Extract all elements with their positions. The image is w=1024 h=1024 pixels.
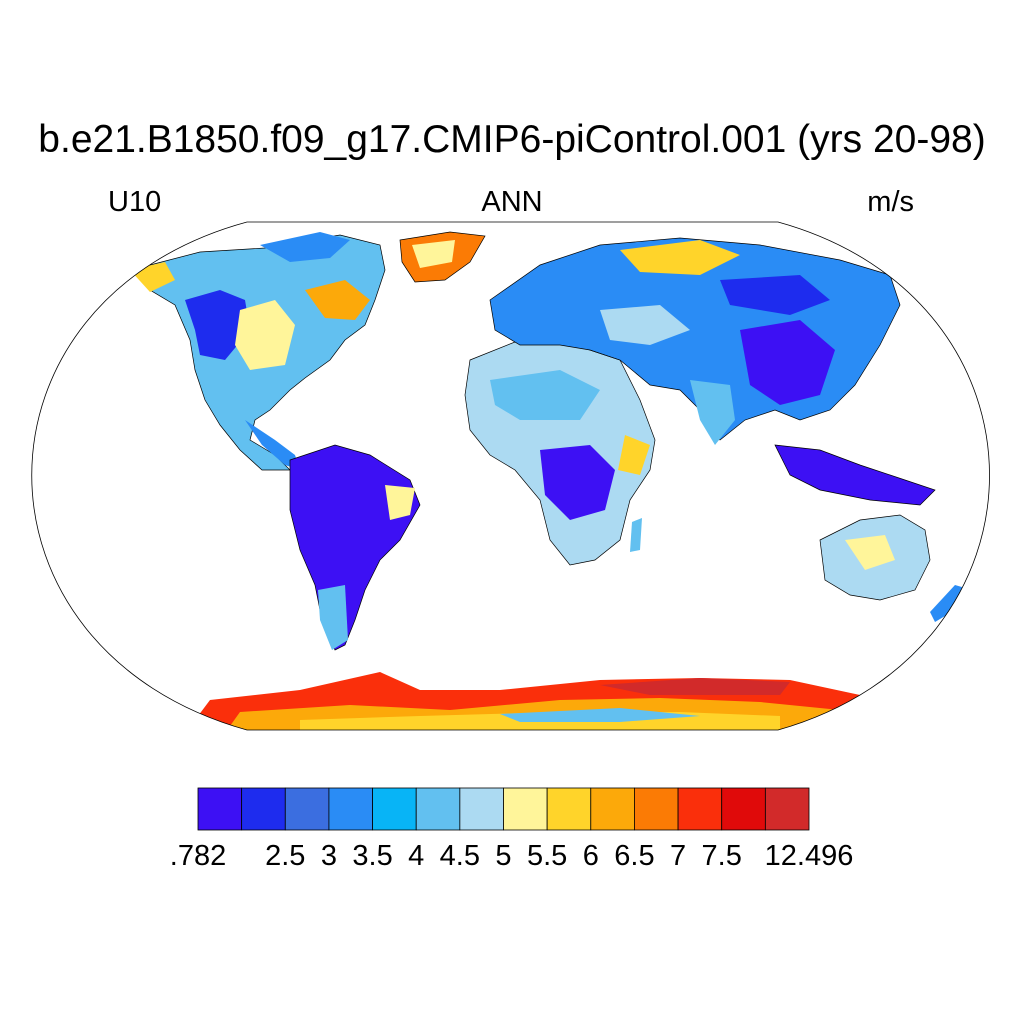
africa-central <box>540 445 615 520</box>
australia-interior <box>845 535 895 570</box>
colorbar-swatch <box>546 787 592 831</box>
patagonia <box>318 585 348 650</box>
madagascar <box>630 518 642 552</box>
greenland-interior <box>412 240 455 268</box>
colorbar-swatch <box>677 787 723 831</box>
colorbar-swatch <box>590 787 635 831</box>
colorbar-tick-label: 3 <box>320 840 337 872</box>
siberia-north <box>620 240 740 275</box>
colorbar-tick-label: 12.496 <box>764 840 854 872</box>
sahara-speckle <box>490 370 600 420</box>
plot-title: b.e21.B1850.f09_g17.CMIP6-piControl.001 … <box>38 118 986 161</box>
canada-north <box>260 232 350 262</box>
colorbar-tick-label: 6.5 <box>614 840 655 872</box>
colorbar-swatch <box>459 787 504 831</box>
east-asia <box>740 320 835 405</box>
india <box>690 380 735 445</box>
colorbar-tick-label: 5 <box>495 840 512 872</box>
colorbar-swatch <box>284 787 330 831</box>
colorbar-swatch <box>372 787 417 831</box>
south-america-east <box>385 485 415 520</box>
antarctica-ice-band <box>500 708 700 722</box>
colorbar-tick-label: .782 <box>169 840 227 872</box>
colorbar-swatch <box>328 787 373 831</box>
colorbar-tick-label: 3.5 <box>352 840 393 872</box>
colorbar-tick-label: 5.5 <box>526 840 568 872</box>
season-label: ANN <box>481 186 543 218</box>
colorbar-swatch <box>634 787 679 831</box>
hudson-region <box>305 280 370 320</box>
siberia-core <box>720 275 830 315</box>
central-asia <box>600 305 690 345</box>
north-america-interior <box>185 290 250 360</box>
colorbar-tick-label: 6 <box>582 840 599 872</box>
colorbar-swatch <box>764 787 810 831</box>
colorbar-tick-label: 4.5 <box>439 840 481 872</box>
horn-of-africa <box>618 435 650 475</box>
colorbar-tick-label: 2.5 <box>265 840 306 872</box>
maritime-continent <box>774 444 936 506</box>
units-label: m/s <box>867 186 914 218</box>
variable-label: U10 <box>108 186 162 218</box>
colorbar-tick-label: 7.5 <box>701 840 742 872</box>
south-america-land <box>289 444 421 651</box>
colorbar-swatch <box>415 787 461 831</box>
colorbar-swatch <box>503 787 548 831</box>
colorbar <box>197 787 810 831</box>
map-border <box>31 221 990 731</box>
colorbar-swatch <box>197 787 243 831</box>
colorbar-swatch <box>721 787 766 831</box>
colorbar-tick-label: 4 <box>408 840 425 872</box>
colorbar-swatch <box>241 787 286 831</box>
central-america <box>245 420 300 470</box>
north-america-plains <box>235 300 295 370</box>
new-zealand <box>930 585 972 622</box>
antarctica-coast <box>600 678 790 695</box>
colorbar-tick-label: 7 <box>669 840 687 872</box>
